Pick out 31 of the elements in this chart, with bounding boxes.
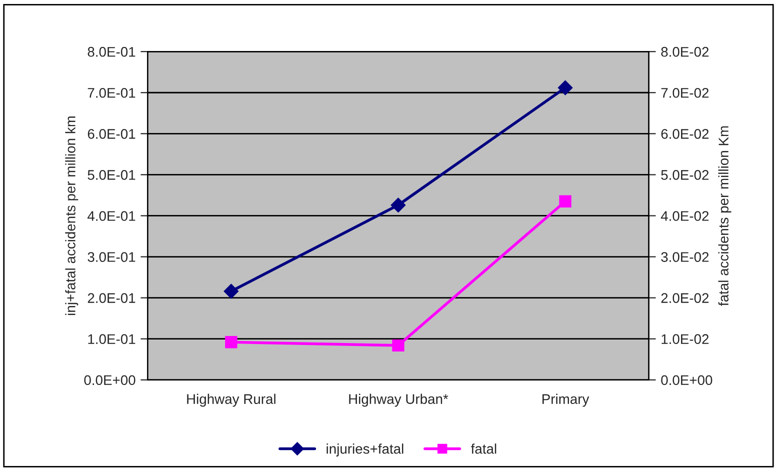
y2-tick-label: 2.0E-02 [661, 293, 709, 303]
y2-tick-label: 6.0E-02 [661, 129, 709, 139]
x-tick-label: Highway Rural [187, 394, 276, 407]
y2-axis-title: fatal accidents per million Km [718, 126, 732, 306]
y-tick-label: 1.0E-01 [88, 334, 136, 344]
point [390, 198, 406, 212]
y-tick-label: 6.0E-01 [88, 129, 136, 139]
point [559, 195, 572, 208]
legend-label: fatal [471, 444, 496, 454]
y2-tick-label: 4.0E-02 [660, 211, 709, 221]
point [558, 80, 573, 96]
y-tick-label: 3.0E-01 [88, 252, 136, 262]
legend-label: injuries+fatal [326, 444, 404, 456]
y2-tick-label: 5.0E-02 [661, 170, 709, 180]
y-tick-label: 8.0E-01 [88, 46, 136, 57]
point [224, 284, 239, 299]
y2-tick-label: 0.0E+00 [661, 375, 712, 386]
y2-tick-label: 1.0E-02 [662, 334, 709, 344]
point [225, 336, 238, 348]
y-tick-label: 7.0E-01 [88, 88, 136, 98]
y2-tick-label: 8.0E-02 [661, 46, 709, 57]
y2-tick-label: 7.0E-02 [661, 88, 709, 98]
point [392, 339, 404, 352]
x-tick-label: Highway Urban* [349, 394, 448, 407]
y-axis-title: inj+fatal accidents per million km [65, 116, 78, 315]
y2-tick-label: 3.0E-02 [661, 252, 709, 262]
y-tick-label: 5.0E-01 [88, 170, 136, 180]
x-tick-label: Primary [542, 394, 590, 407]
y-tick-label: 2.0E-01 [88, 293, 136, 303]
y-tick-label: 4.0E-01 [88, 211, 136, 221]
y-tick-label: 0.0E+00 [84, 375, 136, 386]
